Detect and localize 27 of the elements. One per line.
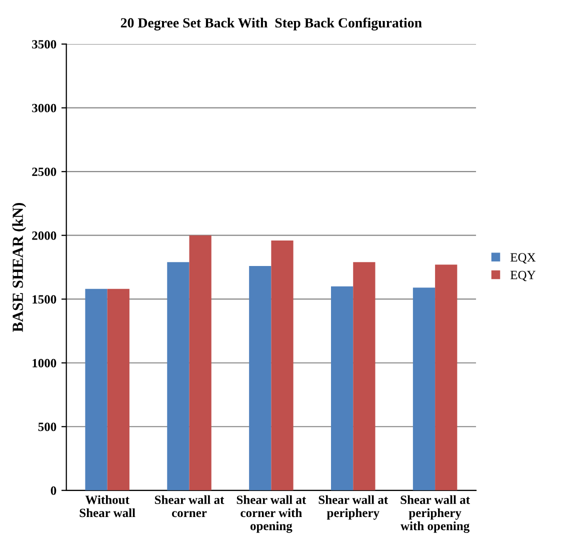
y-tick-label: 3000 [32,104,56,112]
x-tick-label: Shear wall at periphery with opening [400,495,470,533]
y-tick-label: 1500 [32,295,56,304]
y-axis-title: BASE SHEAR (kN) [12,202,26,332]
x-tick-label: Without Shear wall [80,495,136,518]
legend-label: EQX [510,253,536,264]
y-tick-label: 500 [38,422,56,432]
bar [85,288,108,490]
y-tick-label: 3500 [32,40,56,49]
x-tick-label: Shear wall at corner with opening [236,495,306,533]
y-tick-label: 1000 [32,358,56,368]
bar [271,240,294,490]
x-tick-label: Shear wall at periphery [318,495,388,520]
y-tick-label: 0 [50,486,56,495]
bar [435,264,458,490]
y-tick-label: 2500 [32,168,56,176]
y-tick-label: 2000 [32,231,56,240]
legend-label: EQY [510,270,536,282]
bar [107,288,130,490]
bar [331,286,354,490]
bar [167,262,190,490]
bar [353,262,376,490]
bar [249,266,272,490]
bar [189,235,212,490]
x-tick-label: Shear wall at corner [154,495,224,518]
bar [412,288,436,490]
chart-title: 20 Degree Set Back With Step Back Configuration [120,18,422,30]
